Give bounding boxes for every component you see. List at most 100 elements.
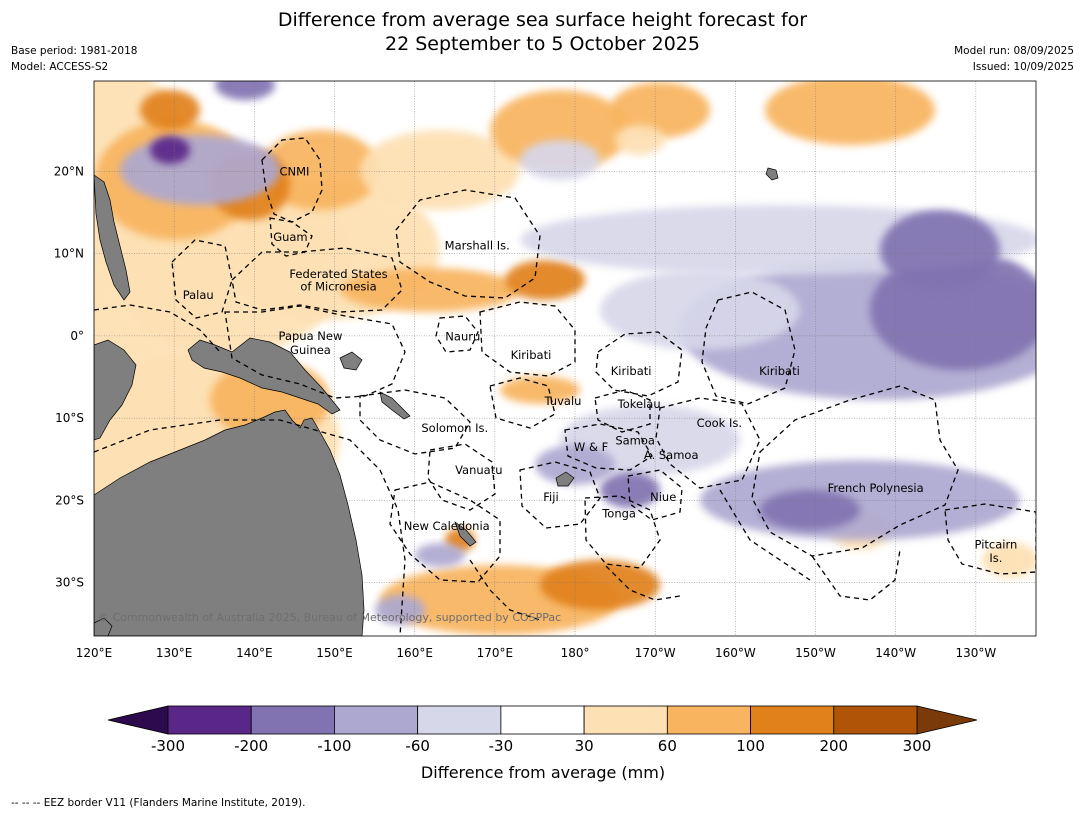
meta-left: Base period: 1981-2018 Model: ACCESS-S2 <box>11 43 137 75</box>
place-label: Vanuatu <box>455 463 502 477</box>
eez-solomon <box>359 389 471 455</box>
land-new-zealand-tip <box>94 617 113 636</box>
colorbar-box <box>250 705 335 735</box>
colorbar-tick-label: 300 <box>903 737 932 755</box>
place-label: Kiribati <box>759 364 800 378</box>
place-label: Palau <box>183 288 214 302</box>
colorbar-box <box>750 705 835 735</box>
eez-micronesia <box>231 247 403 313</box>
place-label: Cook Is. <box>697 416 742 430</box>
colorbar-over-arrow <box>916 705 978 735</box>
model-name: Model: ACCESS-S2 <box>11 61 109 73</box>
anomaly-region <box>340 268 520 312</box>
eez-cnmi <box>261 137 323 223</box>
colorbar-tick-label: -100 <box>317 737 351 755</box>
colorbar-box <box>666 705 751 735</box>
anomaly-region <box>700 460 1020 540</box>
land-new-guinea <box>187 337 341 415</box>
colorbar-box <box>500 705 585 735</box>
longitude-label: 140°W <box>875 646 916 660</box>
place-label: Guam <box>273 230 307 244</box>
place-label: Fiji <box>543 490 558 504</box>
map-area: © Commonwealth of Australia 2025, Bureau… <box>94 81 1036 636</box>
place-label: Papua New <box>279 329 343 343</box>
place-label: A. Samoa <box>644 448 699 462</box>
anomaly-region <box>120 135 280 205</box>
longitude-label: 180° <box>561 646 590 660</box>
eez-footnote: -- -- -- EEZ border V11 (Flanders Marine… <box>11 797 306 809</box>
eez-french-polynesia <box>751 385 959 557</box>
title-line-2: 22 September to 5 October 2025 <box>385 33 700 55</box>
colorbar-tick-label: -300 <box>151 737 185 755</box>
eez-palau <box>171 239 233 319</box>
place-label: Guinea <box>290 343 331 357</box>
place-label: Pitcairn <box>975 538 1018 552</box>
map-title: Difference from average sea surface heig… <box>0 8 1085 56</box>
longitude-label: 160°W <box>715 646 756 660</box>
latitude-label: 20°S <box>55 493 84 507</box>
land-solomon-islands <box>379 391 411 420</box>
land-fiji <box>555 471 575 487</box>
longitude-label: 160°E <box>396 646 433 660</box>
anomaly-region <box>880 210 1000 290</box>
longitude-label: 140°E <box>236 646 273 660</box>
eez-kiribati-gilbert <box>479 301 576 377</box>
latitude-label: 20°N <box>54 164 84 178</box>
place-label: Marshall Is. <box>445 238 510 252</box>
colorbar-under-arrow <box>107 705 169 735</box>
map-frame <box>93 80 1037 637</box>
anomaly-region <box>600 270 800 350</box>
eez-australia <box>94 419 406 636</box>
colorbar-box <box>583 705 668 735</box>
place-label: Kiribati <box>611 364 652 378</box>
place-label: Tokelau <box>617 397 661 411</box>
longitude-label: 170°E <box>477 646 514 660</box>
land-sulawesi-borneo <box>94 339 137 441</box>
land-hawaii <box>765 167 779 181</box>
longitude-label: 130°E <box>156 646 193 660</box>
eez-kiribati-line <box>701 291 796 405</box>
eez-cook <box>655 397 761 489</box>
anomaly-region <box>540 560 660 610</box>
colorbar-tick-label: 30 <box>575 737 594 755</box>
eez-niue <box>627 469 683 521</box>
anomaly-region <box>520 140 600 180</box>
colorbar-tick-label: -60 <box>405 737 430 755</box>
anomaly-region <box>982 542 1036 578</box>
colorbar-boxes <box>167 705 918 735</box>
land-new-caledonia <box>454 521 477 547</box>
anomaly-region <box>765 81 935 145</box>
model-run: Model run: 08/09/2025 <box>954 45 1074 57</box>
colorbar-tick-label: -200 <box>234 737 268 755</box>
place-label: Kiribati <box>511 348 552 362</box>
anomaly-region <box>500 376 580 404</box>
place-label: of Micronesia <box>300 280 376 294</box>
longitude-label: 170°W <box>635 646 676 660</box>
meta-right: Model run: 08/09/2025 Issued: 10/09/2025 <box>954 43 1074 75</box>
issued-date: Issued: 10/09/2025 <box>972 61 1074 73</box>
anomaly-region <box>610 82 710 138</box>
eez-png <box>224 305 406 399</box>
place-label: New Caledonia <box>404 519 490 533</box>
latitude-label: 10°S <box>55 411 84 425</box>
anomaly-region <box>215 81 275 100</box>
anomaly-region <box>415 543 465 567</box>
place-label: Tuvalu <box>544 394 582 408</box>
place-label: Solomon Is. <box>421 421 488 435</box>
place-label: Samoa <box>615 433 655 447</box>
anomaly-region <box>760 490 860 530</box>
base-period: Base period: 1981-2018 <box>11 45 138 57</box>
colorbar-tick-label: 100 <box>736 737 765 755</box>
latitude-label: 0° <box>70 329 84 343</box>
longitude-label: 120°E <box>76 646 113 660</box>
colorbar-box <box>167 705 252 735</box>
longitude-label: 150°E <box>316 646 353 660</box>
copyright-notice: © Commonwealth of Australia 2025, Bureau… <box>98 611 561 624</box>
place-label: Nauru <box>445 330 480 344</box>
latitude-label: 10°N <box>54 247 84 261</box>
anomaly-region <box>140 90 200 130</box>
anomaly-region <box>375 595 425 625</box>
place-label: Tonga <box>601 506 636 520</box>
eez-austral <box>811 549 901 601</box>
